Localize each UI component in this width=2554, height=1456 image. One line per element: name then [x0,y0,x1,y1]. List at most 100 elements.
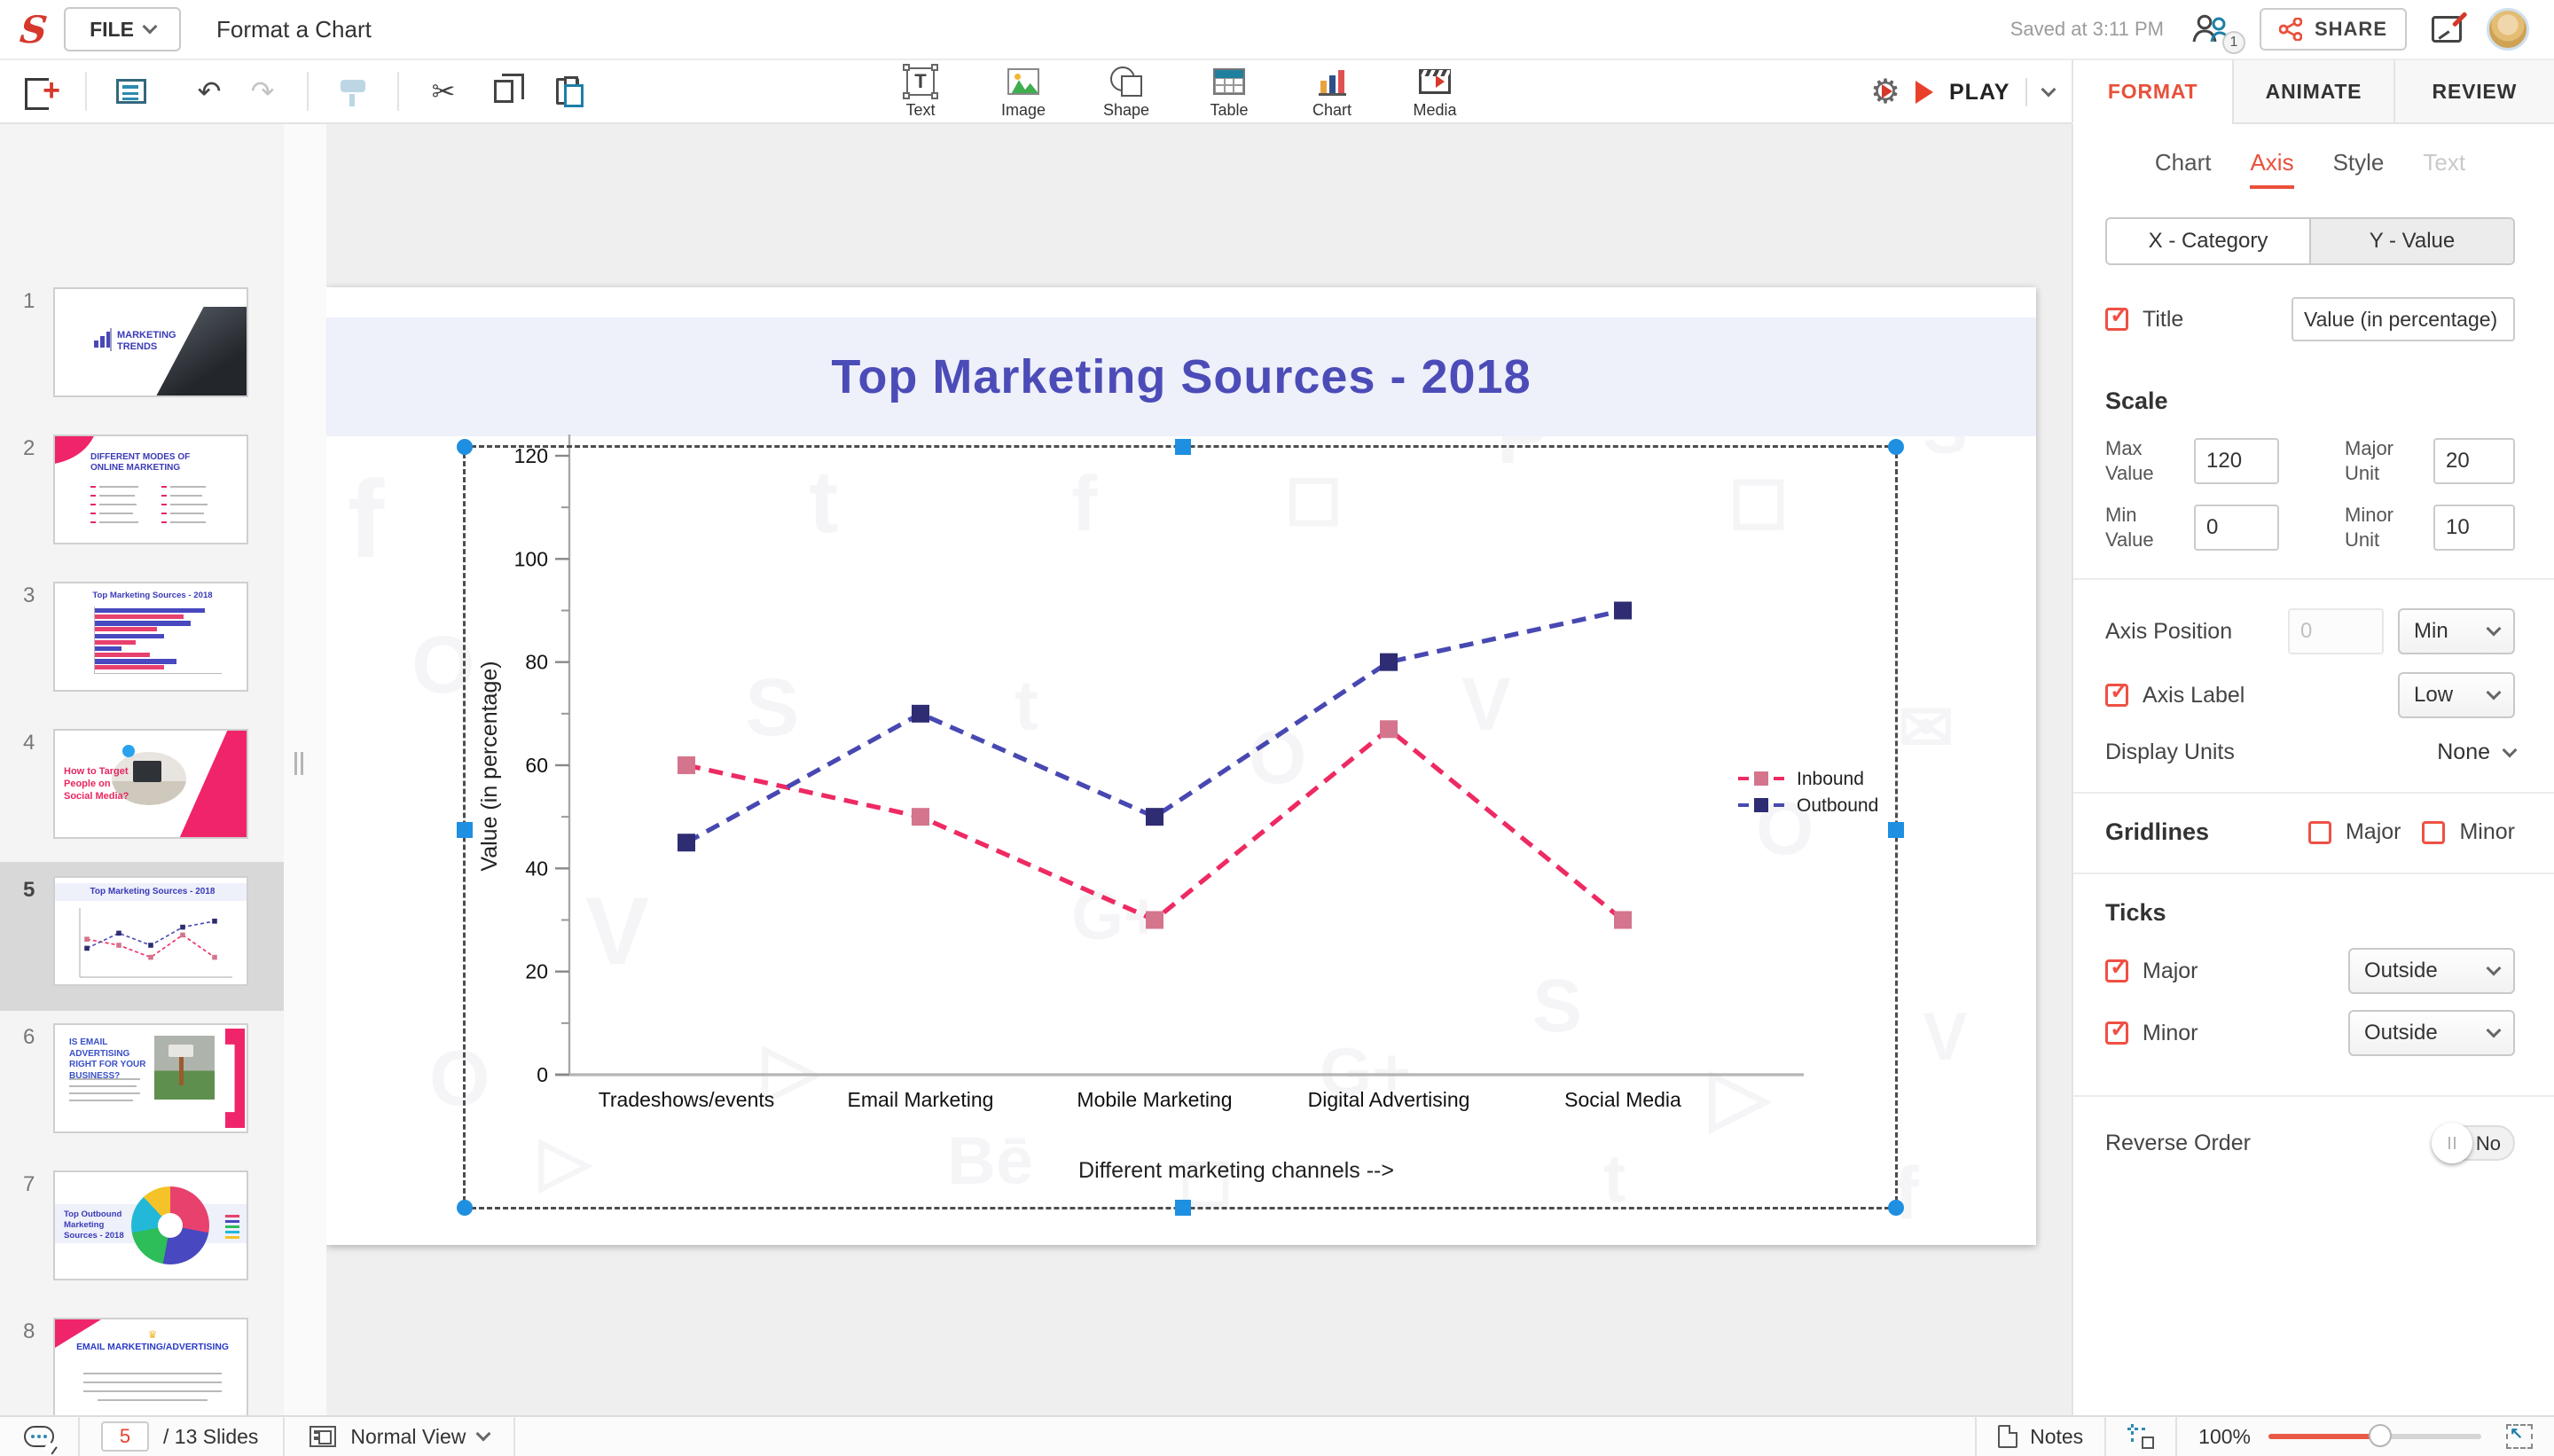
zoom-slider[interactable] [2268,1424,2481,1447]
tab-animate[interactable]: ANIMATE [2232,60,2393,124]
reverse-order-value: No [2475,1132,2501,1155]
toggle-knob[interactable] [2432,1123,2472,1163]
reverse-order-toggle[interactable]: No [2432,1123,2515,1163]
insert-text-button[interactable]: T Text [887,63,954,120]
major-unit-label: Major Unit [2345,437,2394,484]
copy-button[interactable] [477,65,530,118]
subtab-axis[interactable]: Axis [2250,149,2294,189]
slide-row-7[interactable]: 7 Top Outbound Marketing Sources - 2018 [0,1156,284,1305]
slide-canvas[interactable]: fBētOSftVO▷G+O◻PV◻SO✉G+S▷VBē▷◻tf Top Mar… [326,124,2072,1415]
min-value-input[interactable]: 0 [2194,504,2279,551]
file-menu-button[interactable]: FILE [64,7,181,51]
divider [78,1416,80,1456]
slide-row-2[interactable]: 2 DIFFERENT MODES OF ONLINE MARKETING [0,420,284,569]
insert-chart-button[interactable]: Chart [1298,66,1366,120]
app-logo-icon[interactable]: S [18,7,50,51]
slide-thumbnail-6[interactable]: IS EMAIL ADVERTISING RIGHT FOR YOUR BUSI… [53,1023,248,1133]
slides-total-label: / 13 Slides [163,1424,259,1448]
slide-thumbnail-7[interactable]: Top Outbound Marketing Sources - 2018 [53,1170,248,1280]
user-avatar[interactable] [2487,8,2529,51]
insert-table-button[interactable]: Table [1195,66,1263,120]
document-title[interactable]: Format a Chart [216,15,372,43]
insert-image-button[interactable]: Image [990,66,1057,120]
axis-title-input[interactable]: Value (in percentage) [2292,297,2515,341]
insert-shape-button[interactable]: Shape [1093,66,1160,120]
insert-media-button[interactable]: Media [1401,66,1469,120]
feedback-icon[interactable] [2432,16,2462,43]
slide-number: 5 [23,878,35,902]
slide-editor[interactable]: fBētOSftVO▷G+O◻PV◻SO✉G+S▷VBē▷◻tf Top Mar… [326,287,2036,1245]
undo-button[interactable]: ↶ [183,65,236,118]
slide-row-4[interactable]: 4 How to Target People on Social Media? [0,715,284,864]
slide-number: 4 [23,731,35,755]
slide-row-3[interactable]: 3 Top Marketing Sources - 2018 [0,568,284,716]
format-painter-button[interactable] [326,65,380,118]
notes-button[interactable]: Notes [2030,1424,2084,1448]
chevron-down-icon[interactable] [475,1426,491,1442]
display-units-select[interactable]: None [2437,740,2518,765]
slide-row-8[interactable]: 8 ♛ EMAIL MARKETING/ADVERTISING [0,1303,284,1415]
slide-row-5-selected[interactable]: 5 Top Marketing Sources - 2018 [0,862,284,1011]
ticks-minor-select[interactable]: Outside [2348,1010,2515,1056]
ticks-major-select[interactable]: Outside [2348,948,2515,994]
tab-review[interactable]: REVIEW [2393,60,2554,124]
comments-button[interactable] [0,1426,78,1447]
axis-position-select[interactable]: Min [2398,608,2515,654]
slide-title-band[interactable]: Top Marketing Sources - 2018 [326,317,2036,436]
current-slide-input[interactable]: 5 [101,1421,149,1452]
cut-icon: ✂ [431,75,456,107]
slide-title-text[interactable]: Top Marketing Sources - 2018 [831,350,1532,403]
redo-button[interactable]: ↷ [236,65,289,118]
slide-1-title: MARKETING TRENDS [117,330,176,352]
panel-resize-handle[interactable] [294,752,303,775]
minor-unit-input[interactable]: 10 [2433,504,2515,551]
chevron-down-icon [2486,621,2502,637]
major-unit-input[interactable]: 20 [2433,437,2515,484]
slide-thumbnail-4[interactable]: How to Target People on Social Media? [53,729,248,839]
line-chart[interactable]: 0 20 40 60 80 100 120 Tradeshows/events Email Ma… [326,287,2036,1245]
segment-y-value[interactable]: Y - Value [2309,219,2513,263]
slideshow-settings-button[interactable]: ⚙ [1859,65,1912,118]
snap-grid-icon[interactable] [2127,1424,2155,1449]
paste-button[interactable] [541,65,594,118]
cut-button[interactable]: ✂ [417,65,470,118]
play-button[interactable]: PLAY [1916,60,2057,124]
title-checkbox[interactable] [2105,301,2129,331]
gridlines-minor-checkbox[interactable] [2422,820,2446,844]
new-slide-button[interactable]: + [14,65,67,118]
section-divider [2073,578,2554,580]
slide-thumbnail-3[interactable]: Top Marketing Sources - 2018 [53,582,248,692]
tab-format[interactable]: FORMAT [2072,60,2233,124]
layout-button[interactable] [105,65,158,118]
max-value-input[interactable]: 120 [2194,437,2279,484]
ticks-minor-checkbox[interactable] [2105,1015,2129,1045]
play-options-chevron-icon[interactable] [2041,82,2057,98]
fit-to-screen-icon[interactable] [2506,1424,2533,1449]
gridlines-major-checkbox[interactable] [2307,820,2331,844]
zoom-slider-knob[interactable] [2368,1424,2392,1447]
share-button[interactable]: SHARE [2259,8,2407,51]
twitter-dot-icon [122,745,135,757]
subtab-style[interactable]: Style [2332,149,2385,176]
scale-heading: Scale [2105,387,2168,414]
format-subtabs: Chart Axis Style Text [2105,149,2515,189]
axis-label-checkbox[interactable] [2105,677,2129,707]
chevron-down-icon [142,19,158,35]
subtab-chart[interactable]: Chart [2154,149,2212,176]
slide-panel[interactable]: 1 MARKETING TRENDS 2 DIFFERENT MODES OF … [0,124,284,1415]
slide-thumbnail-5[interactable]: Top Marketing Sources - 2018 [53,876,248,986]
format-panel: Chart Axis Style Text X - Category Y - V… [2072,124,2554,1415]
slide-thumbnail-2[interactable]: DIFFERENT MODES OF ONLINE MARKETING [53,434,248,544]
slide-thumbnail-8[interactable]: ♛ EMAIL MARKETING/ADVERTISING [53,1318,248,1415]
comments-icon [24,1426,54,1447]
slide-thumbnail-1[interactable]: MARKETING TRENDS [53,287,248,397]
panel-resize-gutter[interactable] [284,124,326,1415]
slide-row-1[interactable]: 1 MARKETING TRENDS [0,273,284,422]
slide-row-6[interactable]: 6 IS EMAIL ADVERTISING RIGHT FOR YOUR BU… [0,1009,284,1158]
ticks-major-checkbox[interactable] [2105,953,2129,982]
collaborators-button[interactable]: 1 [2189,12,2245,54]
min-value-label: Min Value [2105,504,2154,551]
segment-x-category[interactable]: X - Category [2107,219,2309,263]
view-mode-select[interactable]: Normal View [350,1424,466,1448]
axis-label-select[interactable]: Low [2398,672,2515,718]
